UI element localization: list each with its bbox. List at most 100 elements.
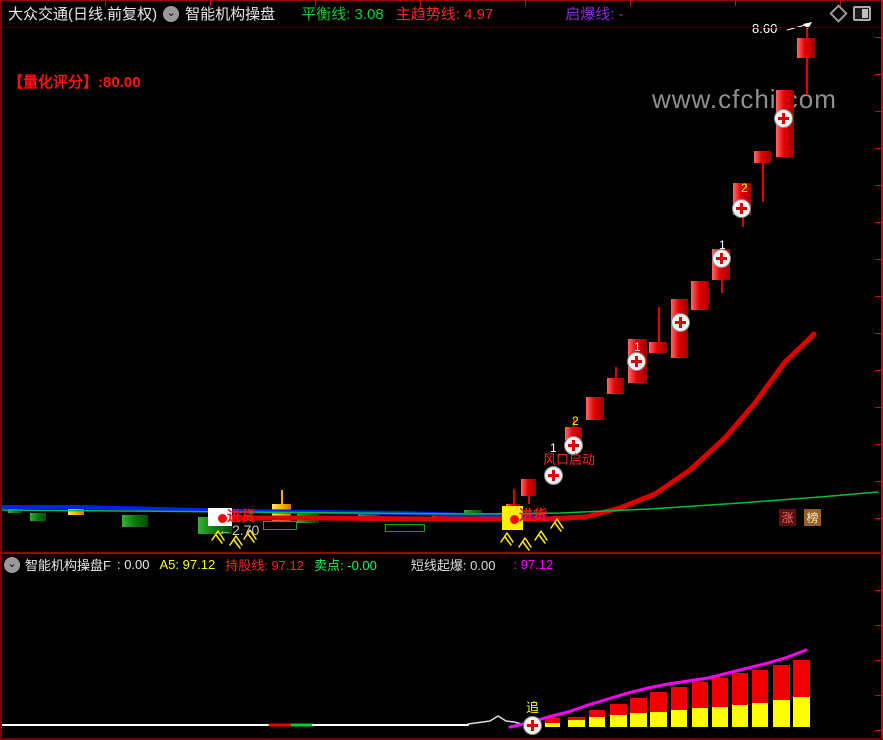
candle xyxy=(649,342,667,353)
candle xyxy=(30,513,46,521)
chart-annotation: 进货 xyxy=(519,507,547,523)
chart-border xyxy=(0,0,883,1)
axis-tick xyxy=(105,0,106,6)
axis-tick xyxy=(875,185,881,186)
buy-signal-dot xyxy=(510,515,519,524)
volume-bar-red xyxy=(732,673,748,705)
volume-bar-yellow xyxy=(610,715,627,727)
stock-title: 大众交通(日线.前复权) xyxy=(8,6,158,23)
chart-annotation: 2 xyxy=(741,181,748,195)
candle-wick xyxy=(528,496,530,504)
candle xyxy=(68,509,84,515)
candle xyxy=(607,378,624,394)
axis-tick xyxy=(630,0,631,6)
candle xyxy=(122,515,148,527)
volume-bar-red xyxy=(589,710,605,717)
axis-tick xyxy=(875,148,881,149)
volume-bar-yellow xyxy=(630,713,647,727)
axis-tick xyxy=(875,37,881,38)
chevron-down-icon[interactable]: ⌄ xyxy=(163,5,180,22)
volume-bar-red xyxy=(671,687,687,710)
plus-cross-marker xyxy=(712,249,731,268)
candle xyxy=(8,508,22,513)
axis-tick xyxy=(875,660,881,661)
volume-bar-red xyxy=(650,692,667,712)
volume-bar-yellow xyxy=(568,720,585,727)
candle xyxy=(521,479,536,496)
candle-wick xyxy=(806,58,808,95)
chart-annotation: 风口启动 xyxy=(543,452,596,467)
zhang-badge-button[interactable]: 涨 xyxy=(779,509,796,526)
candle xyxy=(297,511,319,523)
axis-tick xyxy=(875,222,881,223)
volume-bar-red xyxy=(773,665,790,700)
volume-bar-red xyxy=(793,660,810,697)
magenta-value-field: : 97.12 xyxy=(513,557,554,572)
sell-point-field: 卖点: -0.00 xyxy=(314,558,377,573)
volume-bar-yellow xyxy=(712,707,728,727)
main-candlestick-chart[interactable]: 【量化评分】:80.00 www.cfchi.com xyxy=(0,27,883,553)
panel-divider xyxy=(0,552,883,554)
candle-wick xyxy=(762,163,764,202)
plus-cross-marker xyxy=(544,466,563,485)
candle-wick xyxy=(281,490,283,504)
candle-wick xyxy=(742,215,744,227)
axis-tick xyxy=(875,259,881,260)
volume-bar-yellow xyxy=(589,717,605,727)
axis-tick xyxy=(875,730,881,731)
top-bar: 大众交通(日线.前复权) ⌄ 智能机构操盘 平衡线: 3.08 主趋势线: 4.… xyxy=(0,0,883,28)
axis-tick xyxy=(875,407,881,408)
balance-line-field: 平衡线: 3.08 xyxy=(301,6,384,23)
indicator-name: 智能机构操盘 xyxy=(185,6,276,23)
bang-badge-button[interactable]: 榜 xyxy=(804,509,821,526)
chart-annotation: 8.60 xyxy=(752,21,778,36)
volume-bar-yellow xyxy=(773,700,790,727)
sub-indicator-header: ⌄ 智能机构操盘F : 0.00 A5: 97.12 持股线: 97.12 卖点… xyxy=(0,554,883,575)
chart-border xyxy=(0,0,2,740)
candle-wick xyxy=(806,28,808,38)
axis-tick xyxy=(875,695,881,696)
candle xyxy=(586,397,604,420)
chart-border xyxy=(881,0,883,740)
f-value-field: : 0.00 xyxy=(116,557,150,572)
plus-cross-marker xyxy=(523,716,542,735)
diamond-icon[interactable] xyxy=(829,4,848,23)
window-layout-icon[interactable] xyxy=(853,6,871,21)
candle-wick xyxy=(721,280,723,293)
chevron-down-icon[interactable]: ⌄ xyxy=(4,556,20,573)
axis-tick xyxy=(525,0,526,6)
candle xyxy=(263,521,297,530)
axis-tick xyxy=(875,444,881,445)
buy-signal-dot xyxy=(218,514,227,523)
axis-tick xyxy=(875,333,881,334)
candle xyxy=(432,513,448,517)
candle-wick xyxy=(615,367,617,378)
axis-tick xyxy=(875,370,881,371)
chart-annotation: 追 xyxy=(526,700,540,715)
candle xyxy=(358,512,380,518)
axis-tick xyxy=(875,518,881,519)
volume-bar-yellow xyxy=(650,712,667,727)
axis-tick xyxy=(875,296,881,297)
chart-annotation: 1 xyxy=(719,238,726,252)
chart-annotation: ←2.70 xyxy=(218,522,260,538)
sub-indicator-chart[interactable] xyxy=(0,576,883,737)
ignite-line-field: 启爆线: - xyxy=(565,6,624,23)
a5-field: A5: 97.12 xyxy=(159,557,216,572)
volume-bar-yellow xyxy=(752,703,768,727)
axis-tick xyxy=(840,0,841,6)
plus-cross-marker xyxy=(627,352,646,371)
candle xyxy=(797,38,815,58)
axis-tick xyxy=(315,0,316,6)
plus-cross-marker xyxy=(671,313,690,332)
axis-tick xyxy=(420,0,421,6)
volume-bar-red xyxy=(752,670,768,703)
candle xyxy=(691,281,709,310)
volume-bar-red xyxy=(692,682,708,708)
volume-bar-yellow xyxy=(671,710,687,727)
plus-cross-marker xyxy=(774,109,793,128)
axis-tick xyxy=(875,74,881,75)
chart-annotation: 进货 xyxy=(227,508,255,524)
axis-tick xyxy=(875,111,881,112)
holding-line-field: 持股线: 97.12 xyxy=(225,558,304,573)
